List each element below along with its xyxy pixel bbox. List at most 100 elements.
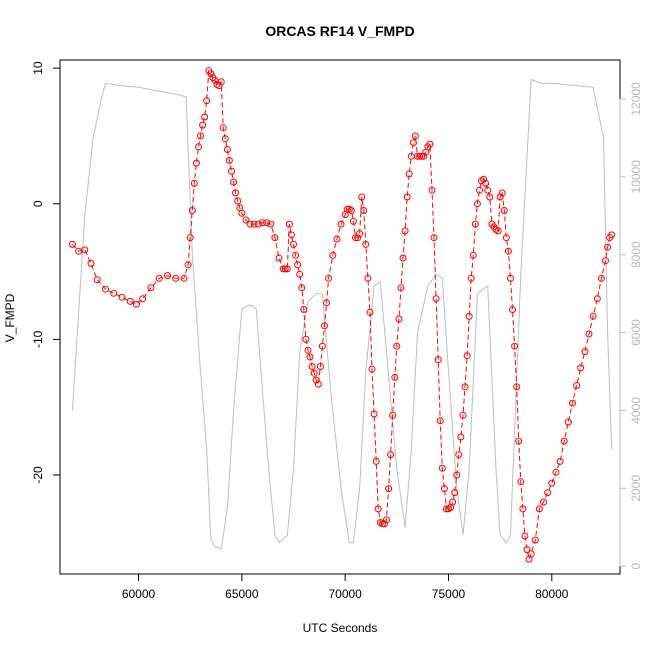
data-point (504, 247, 512, 255)
data-point (527, 550, 535, 558)
data-point (190, 179, 198, 187)
y2-tick-label: 6000 (629, 319, 643, 346)
data-point (409, 139, 417, 147)
data-point (449, 498, 457, 506)
data-point (234, 197, 242, 205)
data-point (531, 536, 539, 544)
data-point (349, 217, 357, 225)
data-point (360, 207, 368, 214)
data-point (589, 312, 597, 320)
data-point (308, 363, 316, 370)
data-point (314, 380, 322, 388)
data-point (494, 227, 502, 235)
data-point (254, 220, 262, 228)
data-point (275, 254, 283, 262)
data-point (267, 220, 275, 228)
data-point (540, 498, 547, 506)
data-point (442, 505, 450, 513)
data-point (164, 272, 171, 280)
data-point (321, 322, 328, 330)
data-point (87, 259, 95, 267)
data-point (259, 219, 266, 227)
series-points (68, 67, 616, 563)
plot-frame (59, 59, 621, 575)
data-point (366, 308, 374, 316)
data-point (250, 220, 258, 228)
data-point (399, 254, 407, 262)
data-point (535, 505, 543, 513)
data-point (287, 231, 295, 239)
data-point (215, 82, 223, 90)
data-point (333, 235, 341, 243)
data-point (502, 234, 510, 242)
data-point (455, 451, 463, 459)
data-point (246, 220, 254, 228)
data-point (219, 124, 227, 132)
data-point (548, 479, 556, 487)
data-point (192, 159, 200, 167)
chart-title: ORCAS RF14 V_FMPD (265, 23, 414, 39)
data-point (500, 207, 508, 214)
data-point (343, 205, 351, 213)
data-point (347, 207, 355, 214)
data-point (180, 274, 188, 282)
data-point (199, 121, 207, 129)
data-point (228, 167, 235, 175)
data-point (356, 230, 364, 238)
data-point (217, 78, 225, 86)
data-point (126, 297, 134, 305)
y-tick-label: -20 (31, 466, 45, 484)
y-tick-label: 0 (31, 200, 45, 207)
data-point (463, 352, 471, 360)
data-point (374, 505, 382, 513)
data-point (230, 178, 238, 186)
data-point (298, 284, 306, 292)
data-point (203, 97, 211, 105)
data-point (188, 207, 196, 214)
data-point (325, 274, 333, 282)
data-point (467, 274, 475, 282)
data-point (511, 342, 519, 350)
data-point (517, 478, 525, 486)
data-point (560, 437, 568, 445)
data-point (118, 293, 126, 301)
data-point (602, 257, 609, 265)
data-point (391, 373, 399, 381)
series-line-path (72, 69, 613, 561)
data-point (238, 209, 246, 217)
data-point (604, 243, 612, 251)
data-point (370, 410, 378, 418)
data-point (306, 353, 314, 361)
data-point (372, 457, 380, 465)
data-point (515, 437, 523, 445)
data-point (383, 516, 390, 524)
data-point (457, 433, 465, 441)
data-point (102, 285, 109, 293)
data-point (139, 295, 147, 303)
data-point (294, 261, 302, 269)
data-point (401, 227, 409, 235)
data-point (411, 132, 419, 140)
data-point (403, 193, 411, 201)
data-point (389, 411, 397, 419)
data-point (378, 520, 386, 528)
data-point (279, 265, 287, 273)
data-point (387, 451, 395, 459)
data-point (354, 234, 362, 242)
data-point (484, 186, 492, 194)
data-point (426, 140, 434, 148)
data-point (223, 146, 231, 153)
y2-tick-label: 2000 (629, 475, 643, 502)
data-point (405, 170, 413, 178)
data-point (585, 330, 593, 338)
data-point (451, 489, 459, 497)
data-point (581, 348, 589, 356)
data-point (271, 234, 279, 242)
data-point (362, 240, 370, 248)
data-point (519, 505, 527, 513)
data-point (93, 276, 101, 284)
y2-tick-label: 8000 (629, 241, 643, 268)
data-point (292, 251, 300, 259)
data-point (436, 417, 444, 425)
